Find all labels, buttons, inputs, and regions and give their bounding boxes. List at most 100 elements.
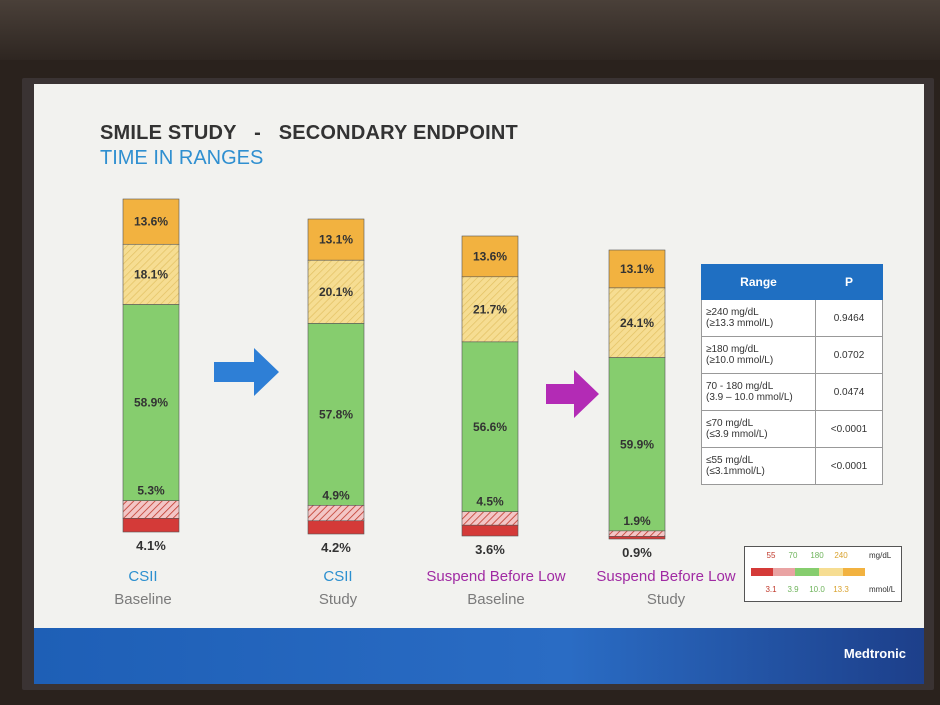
slide-footer: Medtronic: [34, 628, 924, 684]
table-header-range: Range: [701, 264, 816, 300]
table-cell-p: <0.0001: [815, 410, 883, 448]
arrow-csii-icon: [214, 348, 279, 396]
table-row: ≥180 mg/dL (≥10.0 mmol/L) 0.0702: [701, 336, 883, 374]
legend-tick: 10.0: [809, 585, 825, 594]
bar-segment-very-low: [461, 524, 519, 537]
legend-swatch-low: [773, 568, 795, 576]
slide-subtitle: TIME IN RANGES: [100, 147, 264, 169]
range-label: ≤55 mg/dL: [706, 455, 754, 466]
table-cell-p: 0.9464: [815, 299, 883, 337]
data-label: 13.6%: [473, 249, 507, 263]
table-row: ≤70 mg/dL (≤3.9 mmol/L) <0.0001: [701, 410, 883, 448]
data-label: 4.1%: [136, 538, 166, 553]
bar-segment-in-range: [307, 323, 365, 506]
caption-period-3: Baseline: [467, 591, 525, 608]
caption-group-3: Suspend Before Low: [426, 568, 566, 585]
legend-swatch-very-low: [751, 568, 773, 576]
legend-mmol-row: 3.1 3.9 10.0 13.3 mmol/L: [745, 585, 901, 595]
range-sublabel: (≤3.1mmol/L): [706, 466, 765, 477]
legend-tick: 55: [766, 551, 776, 560]
data-label: 13.1%: [620, 262, 654, 276]
legend-unit-mgdl: mg/dL: [869, 551, 892, 560]
title-study: SMILE STUDY: [100, 122, 237, 144]
bar-segment-low: [461, 511, 519, 526]
presentation-slide: SMILE STUDY - SECONDARY ENDPOINT TIME IN…: [34, 84, 924, 684]
bar-segment-very-high: [307, 218, 365, 261]
brand-logo: Medtronic: [843, 646, 906, 661]
table-cell-range: 70 - 180 mg/dL (3.9 – 10.0 mmol/L): [701, 373, 816, 411]
range-sublabel: (≥13.3 mmol/L): [706, 318, 774, 329]
slide-title: SMILE STUDY - SECONDARY ENDPOINT: [100, 122, 518, 145]
data-label: 4.5%: [476, 495, 504, 509]
caption-group-2: CSII: [323, 568, 353, 585]
table-cell-range: ≤55 mg/dL (≤3.1mmol/L): [701, 447, 816, 485]
range-label: ≥240 mg/dL: [706, 307, 759, 318]
bar-segment-high: [461, 276, 519, 343]
table-cell-range: ≥240 mg/dL (≥13.3 mmol/L): [701, 299, 816, 337]
bar-segment-very-low: [608, 536, 666, 540]
data-label: 5.3%: [137, 484, 165, 498]
legend-tick: 180: [810, 551, 824, 560]
data-label: 4.9%: [322, 488, 350, 502]
table-header-p: P: [815, 264, 883, 300]
data-label: 0.9%: [622, 545, 652, 560]
arrow-sbl-icon: [546, 370, 599, 418]
caption-period-1: Baseline: [114, 591, 172, 608]
caption-period-2: Study: [318, 591, 358, 608]
caption-group-4: Suspend Before Low: [596, 568, 736, 585]
legend-unit-mmol: mmol/L: [869, 585, 896, 594]
ceiling-background: [0, 0, 940, 60]
data-label: 13.1%: [319, 233, 353, 247]
caption-period-4: Study: [646, 591, 686, 608]
bar-segment-very-low: [307, 520, 365, 535]
bar-segment-low: [122, 500, 180, 519]
range-label: ≥180 mg/dL: [706, 344, 759, 355]
bar-segment-very-high: [608, 249, 666, 289]
data-label: 13.6%: [134, 215, 168, 229]
bar-segment-very-high: [461, 235, 519, 278]
bar-segment-in-range: [608, 357, 666, 532]
legend-mgdl-row: 55 70 180 240 mg/dL: [745, 551, 901, 561]
data-label: 1.9%: [623, 514, 651, 528]
table-row: ≥240 mg/dL (≥13.3 mmol/L) 0.9464: [701, 299, 883, 337]
title-endpoint: SECONDARY ENDPOINT: [278, 122, 518, 144]
legend-tick: 3.1: [765, 585, 777, 594]
range-sublabel: (≤3.9 mmol/L): [706, 429, 768, 440]
data-label: 4.2%: [321, 540, 351, 555]
range-label: 70 - 180 mg/dL: [706, 381, 774, 392]
data-label: 18.1%: [134, 267, 168, 281]
table-cell-range: ≥180 mg/dL (≥10.0 mmol/L): [701, 336, 816, 374]
table-cell-range: ≤70 mg/dL (≤3.9 mmol/L): [701, 410, 816, 448]
data-label: 21.7%: [473, 302, 507, 316]
bar-segment-low: [608, 530, 666, 537]
bar-segment-very-low: [122, 518, 180, 533]
data-label: 57.8%: [319, 407, 353, 421]
legend-tick: 240: [834, 551, 848, 560]
legend-swatch-in-range: [795, 568, 819, 576]
data-label: 56.6%: [473, 420, 507, 434]
p-value-table: Range P ≥240 mg/dL (≥13.3 mmol/L) 0.9464 …: [701, 264, 883, 485]
legend-swatch-high: [819, 568, 843, 576]
data-label: 24.1%: [620, 316, 654, 330]
range-label: ≤70 mg/dL: [706, 418, 754, 429]
legend-tick: 3.9: [787, 585, 799, 594]
data-label: 59.9%: [620, 437, 654, 451]
bar-segment-in-range: [461, 341, 519, 512]
data-label: 20.1%: [319, 285, 353, 299]
data-label: 3.6%: [475, 542, 505, 557]
bar-segment-low: [307, 505, 365, 522]
data-label: 58.9%: [134, 396, 168, 410]
caption-group-1: CSII: [128, 568, 158, 585]
table-cell-p: <0.0001: [815, 447, 883, 485]
bar-segment-high: [608, 287, 666, 358]
range-sublabel: (≥10.0 mmol/L): [706, 355, 774, 366]
range-sublabel: (3.9 – 10.0 mmol/L): [706, 392, 793, 403]
legend-tick: 70: [788, 551, 798, 560]
bar-segment-high: [307, 259, 365, 324]
legend-tick: 13.3: [833, 585, 849, 594]
bar-segment-high: [122, 243, 180, 305]
table-row: 70 - 180 mg/dL (3.9 – 10.0 mmol/L) 0.0474: [701, 373, 883, 411]
table-row: ≤55 mg/dL (≤3.1mmol/L) <0.0001: [701, 447, 883, 485]
table-cell-p: 0.0474: [815, 373, 883, 411]
legend-swatch-very-high: [843, 568, 865, 576]
